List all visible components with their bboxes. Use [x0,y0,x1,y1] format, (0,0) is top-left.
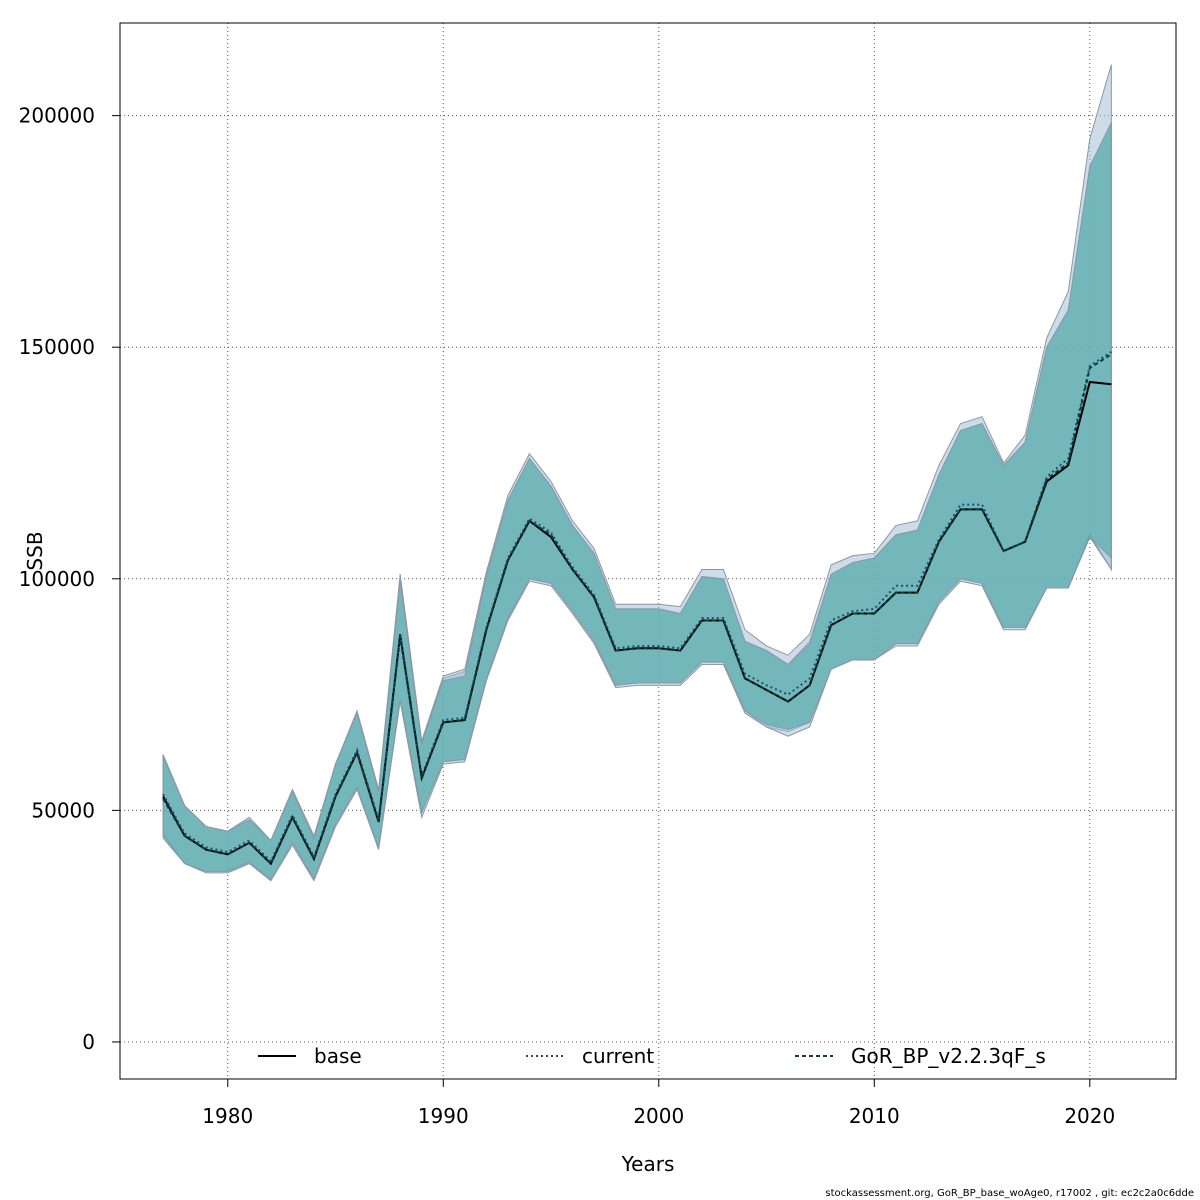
y-tick-label: 150000 [19,335,95,359]
legend-label: base [314,1044,362,1068]
band-gor-bp-v2-2-3qf-s [162,122,1112,881]
legend-item: current [526,1044,654,1068]
axes: 1980 1990 2000 2010 2020 0 50000 100000 150000 20… [19,104,1116,1128]
x-tick-label: 1990 [418,1104,469,1128]
x-tick-label: 2000 [633,1104,684,1128]
legend-label: current [582,1044,654,1068]
legend-label: GoR_BP_v2.2.3qF_s [851,1044,1046,1068]
y-tick-label: 0 [82,1030,95,1054]
plot-frame [119,22,1177,1080]
y-tick-label: 50000 [31,798,95,822]
x-tick-label: 2020 [1064,1104,1115,1128]
y-axis-label: SSB [23,531,47,570]
y-tick-label: 100000 [19,567,95,591]
legend: base current GoR_BP_v2.2.3qF_s [258,1044,1046,1068]
footer-credit: stockassessment.org, GoR_BP_base_woAge0,… [825,1188,1194,1199]
x-tick-label: 1980 [202,1104,253,1128]
line-gor-bp-v2-2-3qf-s [162,353,1112,866]
series-lines [162,351,1112,866]
y-tick-label: 200000 [19,104,95,128]
x-tick-label: 2010 [849,1104,900,1128]
x-axis-label: Years [621,1152,675,1176]
legend-item: GoR_BP_v2.2.3qF_s [795,1044,1046,1068]
confidence-bands [162,64,1112,882]
legend-item: base [258,1044,362,1068]
